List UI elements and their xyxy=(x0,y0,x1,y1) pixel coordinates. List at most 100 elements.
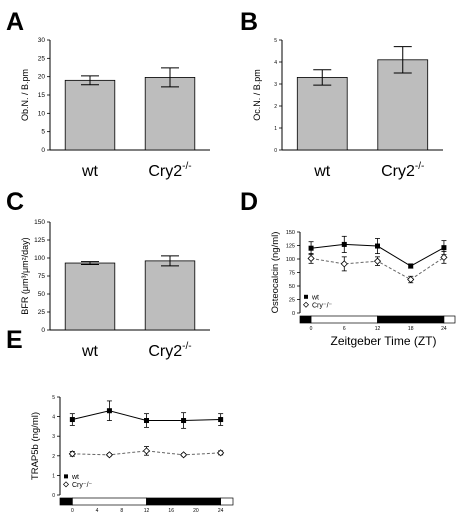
category-label: wt xyxy=(81,163,99,180)
y-tick-label: 1 xyxy=(52,473,55,479)
data-point xyxy=(341,241,347,247)
bar-chart-c: 0 25 50 75 100 125 150 BFR (μm³/μm²/day) wt Cry2-… xyxy=(20,219,210,360)
series-wt xyxy=(69,400,224,429)
y-tick-label: 0 xyxy=(41,327,45,334)
panel-letter-d: D xyxy=(240,188,258,216)
y-tick-label: 5 xyxy=(52,395,55,401)
dark-phase-segment xyxy=(377,315,445,324)
x-tick-label: 8 xyxy=(120,508,123,514)
category-label: wt xyxy=(81,343,99,360)
y-tick-label: 3 xyxy=(52,434,55,440)
y-tick-label: 75 xyxy=(289,271,295,277)
data-point xyxy=(407,275,415,284)
y-tick-label: 1 xyxy=(274,126,277,132)
y-axis-label: Oc.N. / B.pm xyxy=(252,69,262,121)
panel-letter-a: A xyxy=(6,8,24,36)
data-point xyxy=(105,451,113,459)
bar xyxy=(144,260,196,331)
y-tick-label: 2 xyxy=(274,104,277,110)
category-label: Cry2-/- xyxy=(381,161,424,180)
dark-phase-segment xyxy=(59,497,73,506)
data-point xyxy=(408,263,414,269)
legend-label: Cry⁻/⁻ xyxy=(312,302,333,309)
series-cry xyxy=(307,251,448,284)
x-tick-label: 12 xyxy=(375,326,381,332)
data-point xyxy=(375,243,380,249)
bar-chart-a: 0 5 10 15 20 25 30 Ob.N. / B.pm wt Cry2-/- xyxy=(20,37,210,180)
bar xyxy=(377,59,429,151)
y-tick-label: 2 xyxy=(52,454,55,460)
legend-label: wt xyxy=(71,474,79,481)
y-tick-label: 4 xyxy=(52,415,55,421)
data-point xyxy=(106,408,112,414)
line-chart-d: 0 25 50 75 100 125 150 Osteocalcin (ng/ml) 0 6 12 1… xyxy=(270,230,456,348)
data-point xyxy=(217,449,225,457)
data-point xyxy=(218,417,224,423)
y-tick-label: 3 xyxy=(274,82,277,88)
data-point xyxy=(144,418,149,424)
y-axis-label: TRAP5b (ng/ml) xyxy=(30,412,41,480)
y-tick-label: 125 xyxy=(286,244,295,250)
series-cry xyxy=(68,446,225,459)
data-point xyxy=(142,447,151,455)
category-label: wt xyxy=(313,163,331,180)
y-axis-label: Ob.N. / B.pm xyxy=(20,69,30,121)
legend-label: wt xyxy=(311,294,319,301)
x-tick-label: 20 xyxy=(193,508,199,514)
y-tick-label: 25 xyxy=(38,55,46,62)
data-point xyxy=(69,417,75,423)
panel-letter-b: B xyxy=(240,8,258,36)
light-phase-segment xyxy=(72,497,147,506)
y-tick-label: 5 xyxy=(41,129,45,136)
x-tick-label: 24 xyxy=(218,508,224,514)
legend-label: Cry⁻/⁻ xyxy=(72,482,93,489)
series-wt xyxy=(308,235,447,269)
x-tick-label: 24 xyxy=(441,326,447,332)
legend-marker xyxy=(304,294,308,299)
data-point xyxy=(180,451,188,459)
y-tick-label: 75 xyxy=(38,273,46,280)
data-point xyxy=(68,450,76,458)
y-tick-label: 10 xyxy=(38,110,46,117)
bar xyxy=(64,79,116,151)
x-tick-label: 6 xyxy=(343,326,346,332)
light-phase-segment xyxy=(220,497,234,506)
y-tick-label: 20 xyxy=(38,74,46,81)
data-point xyxy=(308,245,314,251)
y-tick-label: 0 xyxy=(52,493,55,499)
y-axis-label: Osteocalcin (ng/ml) xyxy=(270,232,281,314)
category-label: Cry2-/- xyxy=(148,161,191,180)
legend-marker xyxy=(64,474,68,479)
data-point xyxy=(440,253,448,261)
y-tick-label: 30 xyxy=(38,37,46,44)
legend-marker xyxy=(303,301,309,308)
y-tick-label: 25 xyxy=(38,309,46,316)
data-point xyxy=(181,418,187,424)
y-tick-label: 5 xyxy=(274,38,277,44)
y-axis-label: BFR (μm³/μm²/day) xyxy=(20,237,30,314)
y-tick-label: 50 xyxy=(38,291,46,298)
data-point xyxy=(307,254,315,263)
data-point xyxy=(441,245,447,251)
bar xyxy=(144,77,196,151)
panel-letter-c: C xyxy=(6,188,24,216)
y-tick-label: 0 xyxy=(274,148,277,154)
x-tick-label: 16 xyxy=(168,508,174,514)
x-tick-label: 12 xyxy=(144,508,150,514)
y-tick-label: 0 xyxy=(41,147,45,154)
y-tick-label: 150 xyxy=(286,230,295,236)
bar xyxy=(64,262,116,331)
x-tick-label: 18 xyxy=(408,326,414,332)
y-tick-label: 0 xyxy=(292,311,295,317)
y-tick-label: 4 xyxy=(274,60,277,66)
y-tick-label: 50 xyxy=(289,284,295,290)
data-point xyxy=(340,260,348,268)
y-tick-label: 25 xyxy=(289,298,295,304)
legend-marker xyxy=(63,481,69,488)
x-axis-label: Zeitgeber Time (ZT) xyxy=(330,334,436,348)
x-tick-label: 0 xyxy=(310,326,313,332)
